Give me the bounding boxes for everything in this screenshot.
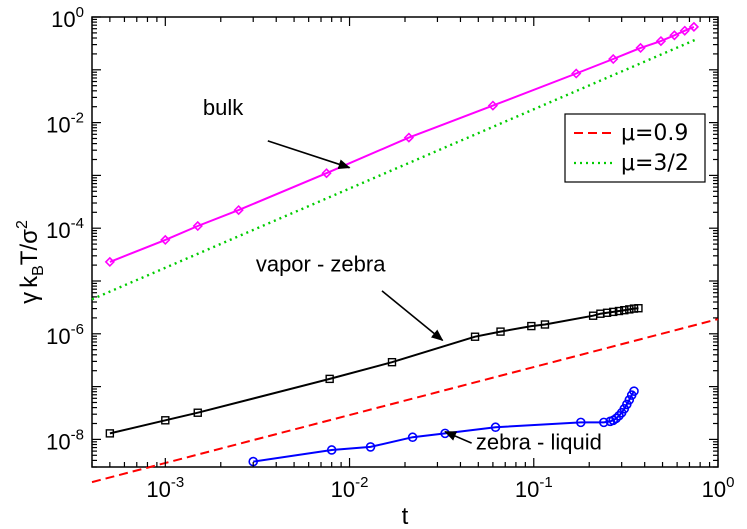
x-axis-title: t: [402, 503, 409, 529]
y-tick-label: 10-6: [46, 321, 84, 349]
data-point: [611, 413, 621, 424]
data-point: [609, 307, 618, 317]
y-tick-label: 100: [51, 4, 84, 32]
data-point: [161, 416, 170, 425]
data-point: [387, 357, 397, 367]
data-point: [571, 68, 582, 79]
series-line-vapor-zebra: [109, 307, 639, 435]
x-tick-label: 10-1: [515, 474, 553, 502]
data-point: [325, 374, 334, 384]
y-axis-title-t: T/σ: [16, 229, 43, 265]
data-point: [625, 305, 634, 314]
data-point: [629, 386, 639, 396]
y-axis-title-sup: 2: [14, 220, 31, 229]
data-point: [496, 327, 505, 336]
data-point: [365, 442, 376, 452]
data-point: [679, 25, 690, 36]
data-point: [608, 53, 619, 65]
data-point: [635, 42, 646, 54]
legend-box: [564, 113, 706, 183]
data-point: [655, 35, 667, 47]
series-zebra-liquid: [248, 386, 639, 467]
data-point: [669, 30, 680, 41]
series-mu-3-2: [91, 37, 699, 301]
data-point: [470, 332, 480, 341]
legend-label-mu-3-2: μ=3/2: [621, 151, 689, 176]
annotation-label: bulk: [203, 95, 244, 120]
series-vapor-zebra: [105, 304, 643, 438]
annotation-arrow: [267, 140, 351, 170]
y-axis-title: γkBT/σ2: [14, 220, 47, 304]
annotation-label: vapor - zebra: [256, 252, 386, 277]
data-point: [575, 417, 586, 428]
svg-text:γkBT/σ2: γkBT/σ2: [14, 220, 47, 304]
y-axis-title-k: k: [16, 275, 43, 288]
data-point: [629, 304, 639, 313]
series-bulk: [104, 21, 700, 268]
data-point: [192, 220, 203, 232]
data-point: [104, 256, 115, 268]
legend: μ=0.9 μ=3/2: [564, 113, 706, 183]
y-axis-title-gamma: γ: [16, 292, 43, 304]
annotation-layer: bulk vapor - zebra zebra - liquid: [203, 95, 602, 454]
data-point: [321, 168, 332, 179]
annotation-label: zebra - liquid: [476, 429, 602, 454]
series-mu-0-9: [91, 318, 719, 484]
data-point: [602, 308, 612, 317]
data-point: [160, 234, 171, 246]
data-point: [620, 305, 629, 315]
x-tick-label: 10-2: [331, 474, 369, 502]
data-point: [105, 429, 115, 438]
annotation-arrow: [381, 290, 444, 342]
series-line-mu-0-9: [91, 318, 719, 484]
y-tick-label: 10-2: [46, 110, 84, 138]
plot-area: [91, 16, 719, 468]
legend-label-mu-0-9: μ=0.9: [621, 121, 688, 146]
data-point: [634, 304, 643, 313]
x-tick-label: 10-3: [146, 474, 184, 502]
data-point: [233, 204, 244, 216]
y-axis-title-sub: B: [30, 265, 47, 276]
data-point: [599, 417, 609, 428]
data-point: [490, 422, 501, 433]
x-tick-label: 100: [702, 474, 735, 502]
data-point: [403, 132, 415, 143]
data-point: [624, 395, 635, 405]
data-point: [540, 320, 550, 329]
data-point: [614, 306, 624, 316]
axes-layer: 10-3 10-2 10-1 100 10-8 10-6 10-4 10-2 100: [46, 4, 734, 502]
data-point: [527, 321, 536, 331]
y-tick-label: 10-8: [46, 426, 84, 454]
data-point: [326, 445, 337, 455]
series-line-mu-3-2: [91, 37, 699, 301]
data-point: [407, 432, 418, 443]
y-tick-label: 10-4: [46, 215, 84, 243]
annotation-arrow: [444, 430, 472, 444]
data-point: [487, 100, 499, 111]
data-point: [688, 21, 700, 33]
series-layer: [91, 21, 719, 484]
data-point: [193, 408, 202, 417]
plot-frame: [91, 16, 719, 468]
